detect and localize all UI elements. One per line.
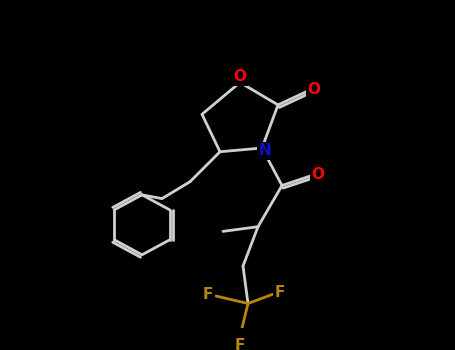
Text: O: O xyxy=(308,83,320,97)
Text: F: F xyxy=(203,287,213,302)
Text: F: F xyxy=(235,338,245,350)
Text: O: O xyxy=(312,167,324,182)
Text: N: N xyxy=(258,143,271,158)
Text: F: F xyxy=(275,285,285,300)
Text: O: O xyxy=(233,69,247,84)
